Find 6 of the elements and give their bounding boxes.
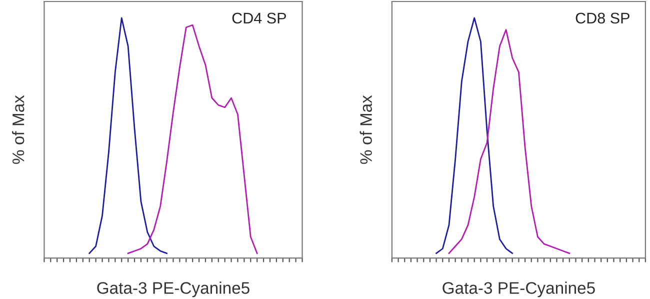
y-axis-title: % of Max [360, 95, 372, 164]
annotation: CD8 SP [576, 12, 630, 24]
y-axis-title: % of Max [12, 95, 24, 164]
x-axis-title: Gata-3 PE-Cyanine5 [442, 282, 595, 298]
x-axis-title: Gata-3 PE-Cyanine5 [97, 282, 250, 298]
annotation: CD4 SP [232, 12, 286, 24]
